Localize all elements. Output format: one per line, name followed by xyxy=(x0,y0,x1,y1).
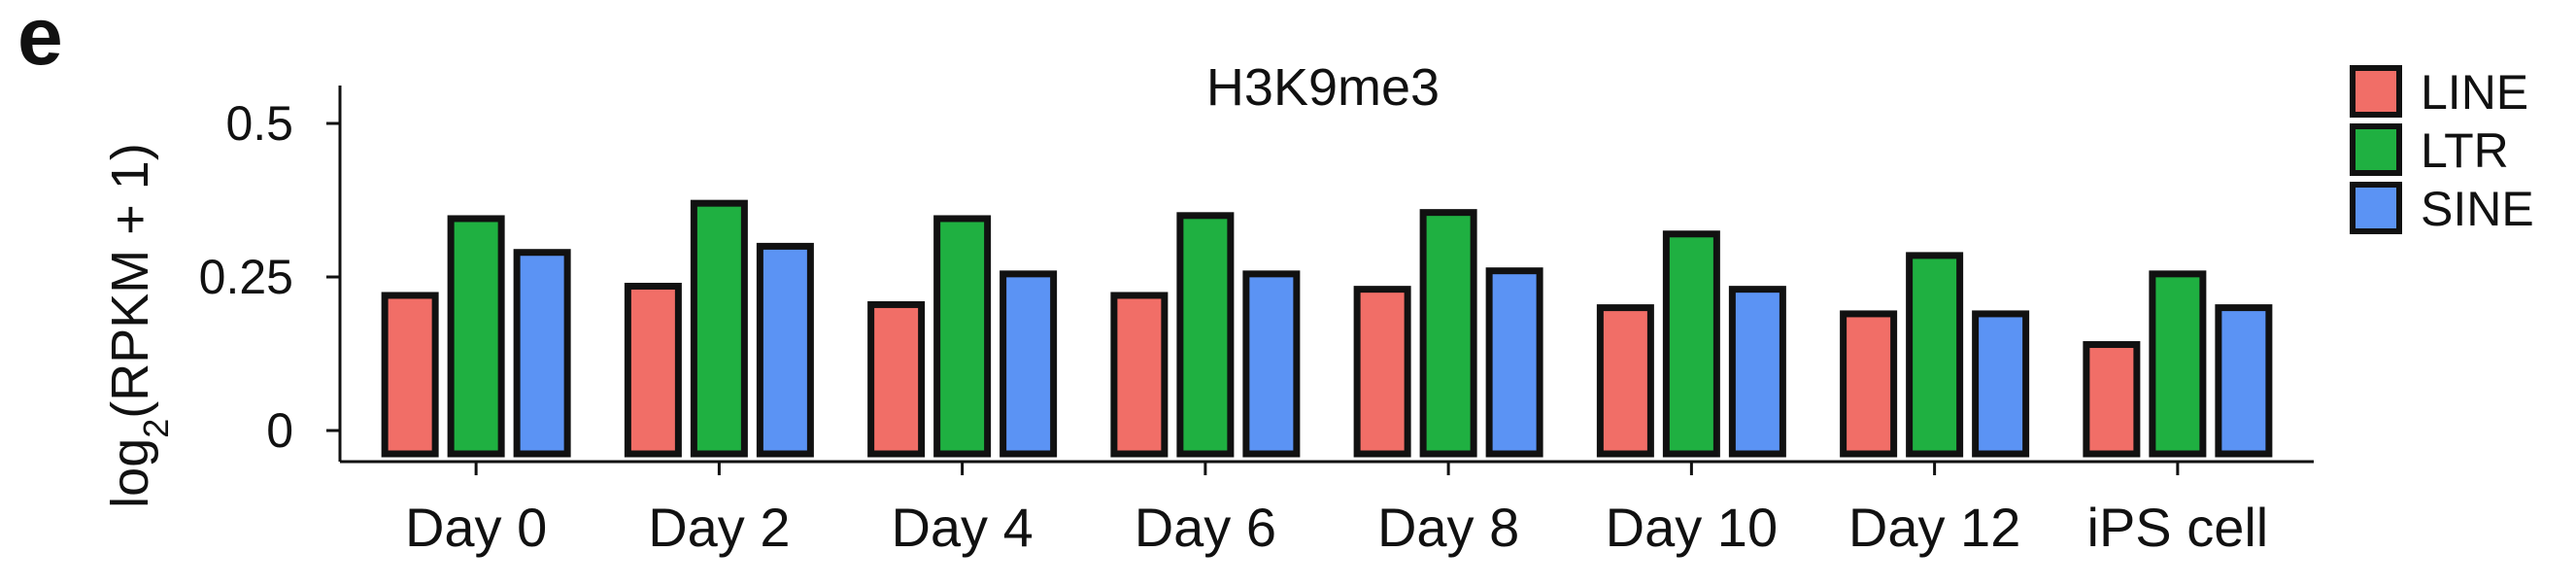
bar-ltr xyxy=(933,215,992,458)
x-tick-label: Day 6 xyxy=(1135,497,1276,558)
bar-sine xyxy=(1485,267,1543,458)
legend-label-line: LINE xyxy=(2421,65,2528,120)
bar-line xyxy=(1353,286,1411,458)
axes: 0 0.25 0.5 Day 0 Day 2 Day 4 Day 6 Day 8 Day 10 D… xyxy=(199,86,2314,558)
bars xyxy=(381,199,2273,458)
bar-sine xyxy=(1728,286,1786,458)
y-tick-label: 0.5 xyxy=(225,96,293,151)
bar-ltr xyxy=(2149,270,2207,458)
legend-label-sine: SINE xyxy=(2421,182,2534,236)
y-tick-label: 0 xyxy=(266,403,293,458)
bar-line xyxy=(1110,292,1169,458)
bar-ltr xyxy=(447,215,505,458)
y-axis-label: log2(RPKM + 1) xyxy=(101,143,176,508)
y-tick-label: 0.25 xyxy=(199,250,293,304)
x-tick-label: iPS cell xyxy=(2087,497,2269,558)
x-tick-label: Day 12 xyxy=(1848,497,2020,558)
bar-sine xyxy=(1242,270,1301,458)
bar-sine xyxy=(2215,304,2273,458)
panel-letter: e xyxy=(17,0,63,82)
bar-ltr xyxy=(1176,212,1235,458)
x-tick-label: Day 0 xyxy=(405,497,547,558)
bar-line xyxy=(1840,310,1898,458)
bar-line xyxy=(2083,341,2141,458)
x-tick-label: Day 4 xyxy=(891,497,1033,558)
bar-ltr xyxy=(690,199,748,458)
bar-line xyxy=(1596,304,1654,458)
bar-sine xyxy=(1972,310,2030,458)
bar-ltr xyxy=(1906,252,1964,458)
x-tick-label: Day 10 xyxy=(1606,497,1778,558)
bar-sine xyxy=(513,249,571,458)
bar-line xyxy=(381,292,439,458)
chart-title: H3K9me3 xyxy=(1206,58,1440,117)
bar-line xyxy=(624,282,682,458)
bar-sine xyxy=(756,242,814,458)
legend-swatch-ltr xyxy=(2350,123,2402,176)
x-tick-label: Day 2 xyxy=(648,497,790,558)
bar-ltr xyxy=(1662,230,1720,458)
bar-ltr xyxy=(1419,209,1477,458)
legend-label-ltr: LTR xyxy=(2421,123,2509,178)
legend-swatch-line xyxy=(2350,65,2402,118)
x-tick-label: Day 8 xyxy=(1377,497,1519,558)
bar-line xyxy=(867,300,926,458)
legend-swatch-sine xyxy=(2350,182,2402,234)
bar-sine xyxy=(1000,270,1058,458)
